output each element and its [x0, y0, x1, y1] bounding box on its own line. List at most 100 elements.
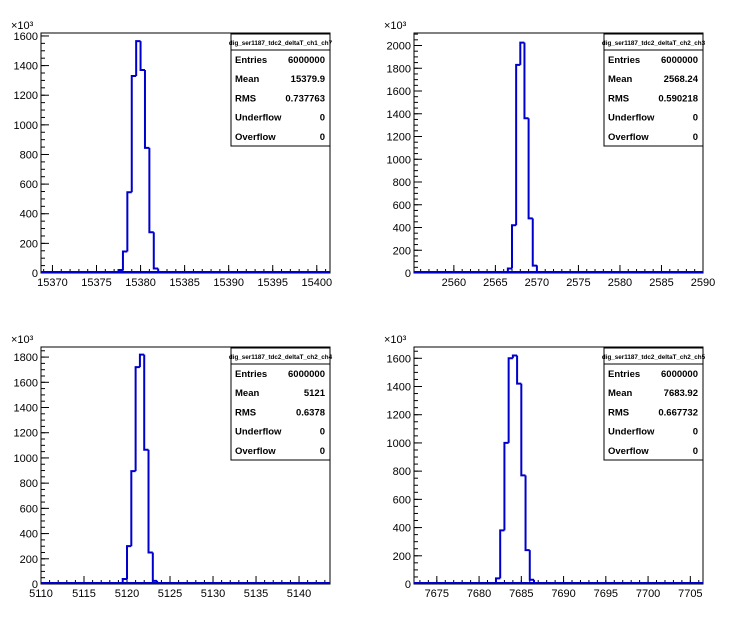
stats-box-frame [603, 33, 704, 147]
histogram-bin[interactable] [506, 267, 512, 273]
histogram-bin[interactable] [511, 354, 518, 359]
y-tick-label: 800 [393, 177, 411, 189]
x-tick-label: 5135 [244, 588, 268, 600]
y-tick-label: 0 [405, 268, 411, 280]
y-tick-label: 200 [393, 245, 411, 257]
histogram-bin[interactable] [503, 441, 509, 531]
stats-value-entries: 6000000 [661, 55, 698, 66]
stats-value-rms: 0.590218 [658, 93, 698, 104]
y-tick-label: 200 [20, 238, 38, 250]
y-tick-label: 400 [393, 223, 411, 235]
stats-value-overflow: 0 [320, 132, 325, 143]
histogram-bin[interactable] [121, 250, 128, 271]
histogram-bin[interactable] [516, 355, 522, 385]
stats-value-rms: 0.667732 [658, 407, 698, 418]
x-tick-label: 7685 [509, 588, 533, 600]
stats-label-underflow: Underflow [608, 113, 655, 124]
histogram-bin[interactable] [143, 70, 150, 149]
x-tick-label: 7680 [467, 588, 491, 600]
y-tick-label: 600 [393, 200, 411, 212]
histogram-bin[interactable] [147, 449, 153, 554]
stats-label-rms: RMS [235, 407, 256, 418]
stats-value-underflow: 0 [693, 113, 698, 124]
histogram-bin[interactable] [143, 354, 149, 451]
stats-label-overflow: Overflow [608, 132, 649, 143]
stats-label-overflow: Overflow [608, 446, 649, 457]
y-axis-exponent: ×10³ [11, 20, 34, 32]
y-tick-label: 1800 [14, 352, 38, 364]
histogram-bin[interactable] [139, 41, 145, 72]
stats-box: dig_ser1187_tdc2_deltaT_ch2_ch3 Entries 60… [602, 33, 706, 147]
stats-value-mean: 2568.24 [664, 74, 699, 85]
histogram-bin[interactable] [126, 191, 132, 252]
x-tick-label: 2590 [691, 277, 715, 289]
histogram-bin[interactable] [151, 552, 158, 582]
stats-label-entries: Entries [235, 369, 267, 380]
histogram-pad-ch1-ch7[interactable]: 0 200 400 600 800 1000 1200 1400 1600 15370 15375 1… [11, 20, 333, 289]
histogram-pad-ch2-ch4[interactable]: 0 200 400 600 800 1000 1200 1400 1600 1800 5110 511… [11, 334, 333, 600]
stats-box: dig_ser1187_tdc2_deltaT_ch2_ch4 Entries 60… [229, 347, 333, 461]
histogram-bin[interactable] [531, 218, 537, 267]
stats-box-frame [230, 33, 331, 147]
y-axis-exponent: ×10³ [384, 334, 407, 346]
histogram-bin[interactable] [523, 42, 529, 120]
histogram-pad-ch2-ch5[interactable]: 0 200 400 600 800 1000 1200 1400 1600 7675 7680 768… [384, 334, 706, 600]
x-tick-label: 2575 [566, 277, 590, 289]
histogram-bin[interactable] [515, 63, 521, 226]
histogram-bin[interactable] [135, 40, 141, 76]
stats-box-frame [603, 347, 704, 461]
stats-value-entries: 6000000 [288, 55, 325, 66]
histogram-bin[interactable] [499, 529, 505, 579]
histogram-bin[interactable] [117, 269, 123, 273]
stats-label-underflow: Underflow [235, 113, 282, 124]
histogram-bin[interactable] [520, 383, 526, 477]
y-tick-label: 1400 [387, 382, 411, 394]
y-tick-label: 400 [20, 529, 38, 541]
stats-value-rms: 0.6378 [296, 407, 325, 418]
y-tick-label: 1600 [14, 377, 38, 389]
stats-box: dig_ser1187_tdc2_deltaT_ch1_ch7 Entries 60… [229, 33, 333, 147]
x-tick-label: 2585 [649, 277, 673, 289]
x-tick-label: 15390 [213, 277, 244, 289]
y-tick-label: 1000 [14, 120, 38, 132]
histogram-bin[interactable] [507, 357, 513, 443]
histogram-pad-ch2-ch3[interactable]: 0 200 400 600 800 1000 1200 1400 1600 1800 2000 256… [384, 20, 715, 289]
x-tick-label: 2560 [442, 277, 466, 289]
stats-value-entries: 6000000 [288, 369, 325, 380]
histogram-bin[interactable] [148, 147, 154, 234]
y-tick-label: 1400 [387, 109, 411, 121]
stats-value-underflow: 0 [320, 113, 325, 124]
histogram-bin[interactable] [494, 577, 501, 584]
histogram-bin[interactable] [527, 118, 533, 220]
histogram-bin[interactable] [528, 550, 534, 581]
histogram-bin[interactable] [121, 577, 128, 584]
x-tick-label: 7695 [594, 588, 618, 600]
stats-label-overflow: Overflow [235, 132, 276, 143]
x-tick-label: 15395 [257, 277, 288, 289]
stats-box-frame [230, 347, 331, 461]
histogram-bin[interactable] [519, 41, 525, 65]
y-tick-label: 1400 [14, 403, 38, 415]
histogram-bin[interactable] [524, 475, 530, 552]
histogram-bin[interactable] [130, 74, 137, 193]
histogram-bin[interactable] [130, 470, 136, 547]
stats-label-underflow: Underflow [235, 427, 282, 438]
histogram-bin[interactable] [134, 366, 140, 472]
y-tick-label: 600 [393, 494, 411, 506]
stats-label-rms: RMS [608, 407, 629, 418]
stats-value-underflow: 0 [320, 427, 325, 438]
histogram-bin[interactable] [138, 353, 145, 368]
y-tick-label: 200 [393, 551, 411, 563]
stats-label-rms: RMS [608, 93, 629, 104]
y-tick-label: 800 [20, 149, 38, 161]
stats-value-underflow: 0 [693, 427, 698, 438]
histogram-bin[interactable] [152, 232, 159, 270]
x-tick-label: 5130 [201, 588, 225, 600]
y-tick-label: 1600 [387, 353, 411, 365]
histogram-bin[interactable] [510, 224, 517, 269]
x-tick-label: 15370 [37, 277, 68, 289]
x-tick-label: 7690 [551, 588, 575, 600]
x-tick-label: 2565 [483, 277, 507, 289]
histogram-bin[interactable] [126, 545, 132, 579]
y-tick-label: 0 [32, 268, 38, 280]
